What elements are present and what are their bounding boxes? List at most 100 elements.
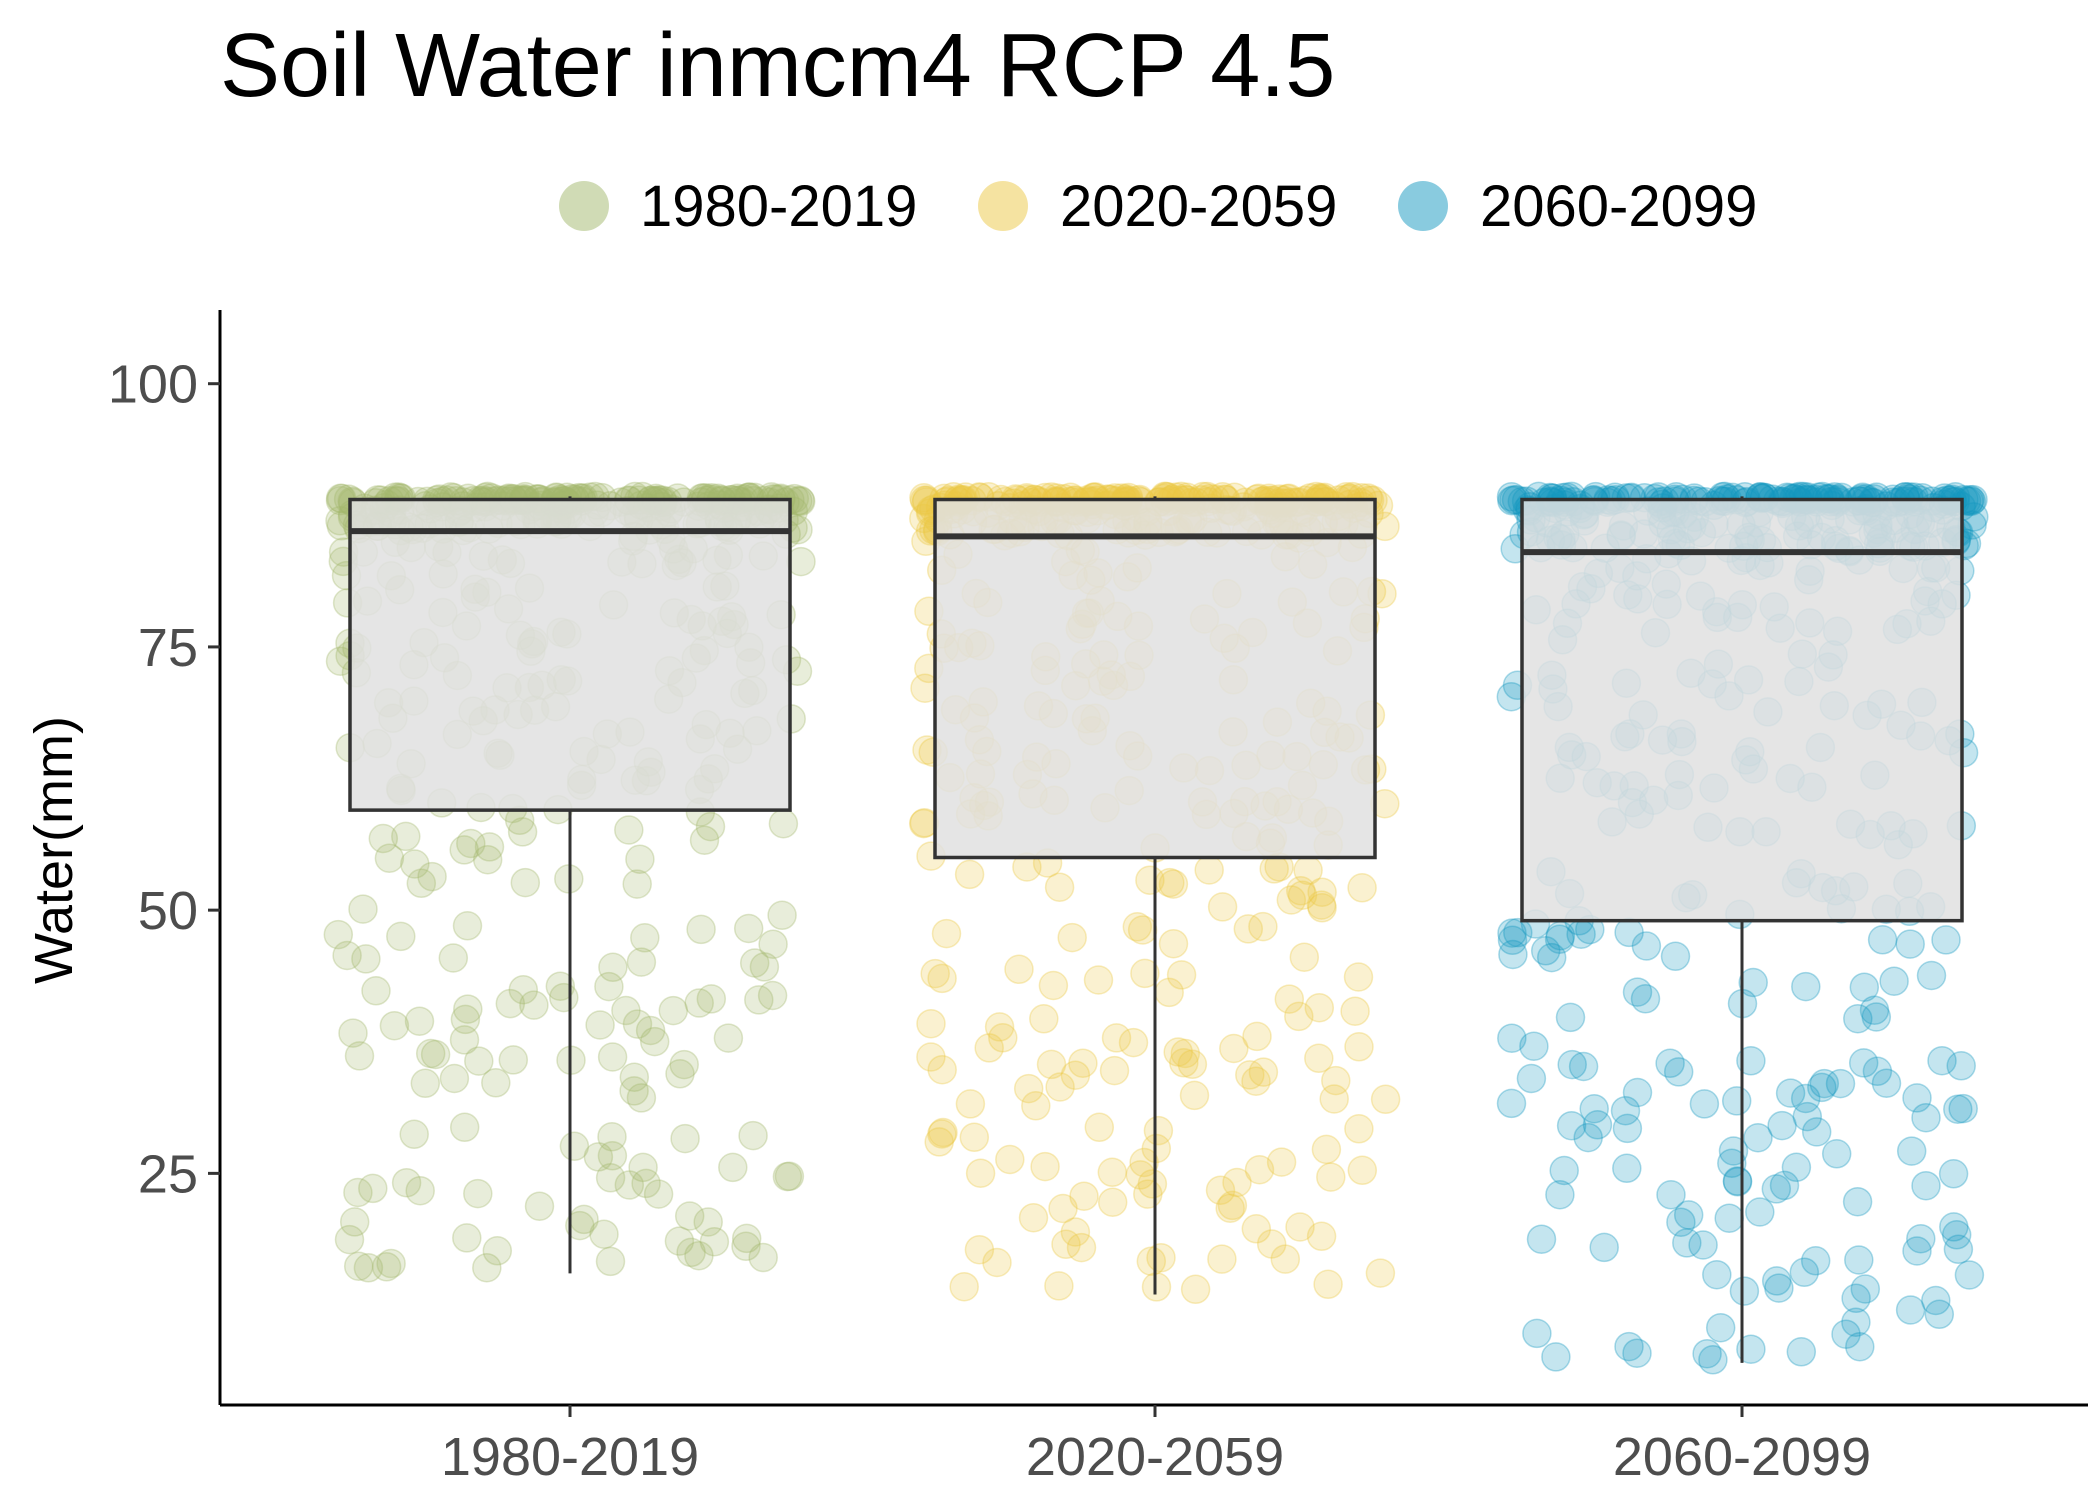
data-point-2060-2099 (1743, 1122, 1773, 1153)
data-point-2020-2059 (920, 958, 950, 989)
data-point-2060-2099 (1655, 1048, 1685, 1079)
data-point-2020-2059 (1051, 1229, 1081, 1260)
data-point-1980-2019 (391, 821, 421, 852)
y-axis-title: Water(mm) (24, 716, 84, 984)
data-point-2020-2059 (1180, 1274, 1211, 1305)
data-point-2020-2059 (927, 1119, 957, 1149)
legend-label-2060-2099: 2060-2099 (1480, 174, 1757, 239)
data-point-2060-2099 (1503, 917, 1533, 948)
data-point-1980-2019 (400, 849, 430, 879)
data-point-1980-2019 (323, 919, 354, 950)
data-point-1980-2019 (507, 817, 538, 847)
data-point-2020-2059 (1135, 865, 1165, 895)
data-point-1980-2019 (449, 1025, 480, 1055)
data-point-2060-2099 (1943, 1094, 1973, 1124)
data-point-2020-2059 (1060, 1060, 1091, 1090)
data-point-1980-2019 (686, 914, 716, 945)
data-point-2060-2099 (1589, 1232, 1619, 1263)
data-point-1980-2019 (399, 1119, 429, 1150)
data-point-1980-2019 (625, 844, 655, 874)
data-point-1980-2019 (449, 1112, 480, 1143)
data-point-2020-2059 (1344, 1032, 1374, 1062)
data-point-1980-2019 (731, 1231, 761, 1262)
data-point-2020-2059 (1244, 1154, 1275, 1185)
data-point-2060-2099 (1660, 941, 1691, 972)
data-point-2060-2099 (1850, 1274, 1881, 1304)
data-point-1980-2019 (619, 1076, 649, 1106)
data-point-2020-2059 (1287, 880, 1318, 910)
data-point-2060-2099 (1948, 1093, 1978, 1124)
data-point-1980-2019 (774, 1161, 805, 1192)
data-point-2060-2099 (1557, 1049, 1587, 1080)
data-point-1980-2019 (674, 1201, 705, 1231)
data-point-2060-2099 (1672, 1228, 1702, 1258)
data-point-2020-2059 (1207, 1244, 1237, 1274)
data-point-2060-2099 (1516, 1063, 1547, 1094)
data-point-2020-2059 (988, 1023, 1018, 1053)
data-point-1980-2019 (738, 1120, 768, 1151)
data-point-2020-2059 (1133, 1179, 1163, 1209)
data-point-2060-2099 (1895, 929, 1925, 959)
data-point-2060-2099 (1622, 1338, 1652, 1368)
data-point-1980-2019 (524, 1191, 555, 1221)
data-point-1980-2019 (379, 1010, 410, 1041)
data-point-1980-2019 (332, 940, 362, 971)
data-point-2020-2059 (1004, 954, 1034, 985)
data-point-1980-2019 (405, 1175, 435, 1206)
data-point-2020-2059 (1066, 1232, 1097, 1263)
data-point-2060-2099 (1530, 936, 1561, 966)
data-point-1980-2019 (482, 1236, 513, 1266)
data-point-1980-2019 (718, 1152, 748, 1183)
data-point-1980-2019 (452, 911, 483, 941)
data-point-1980-2019 (767, 900, 797, 931)
data-point-2020-2059 (982, 1247, 1012, 1278)
data-point-1980-2019 (748, 1242, 778, 1273)
data-point-2060-2099 (1809, 1068, 1840, 1099)
data-point-2020-2059 (984, 1012, 1015, 1042)
data-point-2020-2059 (1242, 1021, 1272, 1052)
data-point-1980-2019 (594, 971, 624, 1002)
data-point-1980-2019 (699, 1226, 730, 1257)
data-point-1980-2019 (456, 828, 486, 859)
data-point-1980-2019 (510, 867, 541, 898)
data-point-2020-2059 (927, 963, 957, 994)
data-point-1980-2019 (731, 1223, 762, 1254)
data-point-2020-2059 (1170, 1038, 1201, 1069)
data-point-2020-2059 (1256, 1229, 1287, 1259)
data-point-2020-2059 (931, 918, 962, 949)
data-point-2060-2099 (1496, 481, 1527, 512)
data-point-1980-2019 (438, 943, 469, 973)
data-point-2060-2099 (1622, 1077, 1653, 1108)
box-2060-2099 (1520, 497, 1964, 923)
data-point-1980-2019 (626, 1083, 657, 1113)
data-point-1980-2019 (768, 808, 799, 839)
data-point-2060-2099 (1736, 1046, 1766, 1076)
data-point-1980-2019 (519, 990, 549, 1020)
data-point-2020-2059 (1136, 1246, 1167, 1276)
data-point-2060-2099 (1906, 1223, 1936, 1254)
data-point-1980-2019 (569, 1204, 599, 1235)
data-point-2020-2059 (1270, 1244, 1301, 1274)
data-point-1980-2019 (353, 1253, 384, 1283)
data-point-1980-2019 (689, 825, 720, 855)
data-point-2060-2099 (1692, 1338, 1722, 1369)
data-point-1980-2019 (749, 952, 780, 982)
data-point-2060-2099 (1849, 972, 1880, 1002)
data-point-2020-2059 (965, 1158, 996, 1188)
data-point-2060-2099 (1738, 967, 1768, 998)
data-point-2020-2059 (924, 1127, 954, 1157)
data-point-2060-2099 (1536, 942, 1567, 973)
data-point-2060-2099 (1497, 1023, 1527, 1053)
data-point-1980-2019 (693, 1207, 723, 1237)
data-point-1980-2019 (545, 971, 576, 1001)
y-axis-ticks: 25 50 75 100 (108, 355, 220, 1204)
data-point-2020-2059 (1347, 873, 1377, 903)
data-point-2020-2059 (1158, 869, 1189, 899)
data-point-1980-2019 (631, 1168, 661, 1199)
data-point-2020-2059 (1222, 1167, 1252, 1198)
data-point-2020-2059 (1344, 1114, 1374, 1144)
data-point-2060-2099 (1579, 1093, 1609, 1124)
data-point-2020-2059 (1311, 1134, 1342, 1165)
y-tick-label: 25 (138, 1144, 198, 1204)
